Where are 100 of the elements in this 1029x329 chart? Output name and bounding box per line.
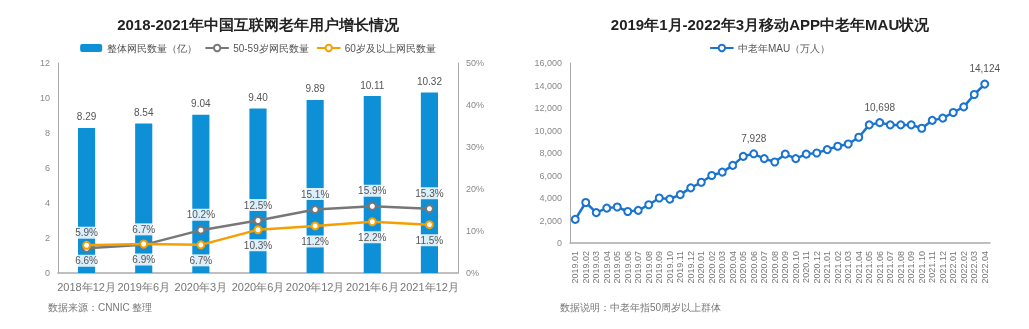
x-tick-label: 2019.09 bbox=[654, 251, 665, 284]
y-tick-label: 10 bbox=[39, 93, 50, 103]
data-label: 10.11 bbox=[360, 79, 385, 91]
chart-title: 2019年1月-2022年3月移动APP中老年MAU状况 bbox=[610, 16, 931, 33]
x-tick-label: 2020.02 bbox=[706, 251, 717, 284]
data-label: 10,698 bbox=[864, 101, 896, 113]
y2-tick-label: 10% bbox=[466, 226, 485, 236]
data-label: 10.3% bbox=[243, 239, 273, 251]
x-tick-label: 2019.04 bbox=[601, 251, 612, 284]
x-tick-label: 2021.04 bbox=[853, 251, 864, 284]
x-tick-label: 2021.01 bbox=[822, 251, 833, 284]
x-tick-label: 2021.05 bbox=[864, 251, 875, 284]
x-tick-label: 2021.08 bbox=[895, 251, 906, 284]
data-label: 11.2% bbox=[301, 235, 330, 247]
y-tick-label: 16,000 bbox=[534, 58, 562, 68]
y2-tick-label: 30% bbox=[466, 142, 485, 152]
data-label: 10.2% bbox=[186, 209, 216, 221]
y-tick-label: 10,000 bbox=[534, 125, 562, 136]
x-tick-label: 2020.04 bbox=[727, 251, 738, 284]
data-label: 7,928 bbox=[741, 132, 767, 144]
y-tick-label: 12,000 bbox=[534, 103, 562, 113]
chart-title: 2018-2021年中国互联网老年用户增长情况 bbox=[117, 16, 400, 33]
data-label: 9.40 bbox=[248, 92, 269, 103]
x-tick-label: 2019.12 bbox=[685, 251, 696, 284]
x-tick-label: 2021.06 bbox=[874, 251, 885, 284]
y-tick-label: 2 bbox=[44, 233, 50, 243]
source-note: 数据来源：CNNIC 整理 bbox=[48, 301, 153, 313]
x-tick-label: 2020.09 bbox=[780, 251, 791, 284]
data-label: 8.29 bbox=[76, 111, 97, 123]
x-tick-label: 2019.11 bbox=[675, 251, 686, 283]
data-label: 15.1% bbox=[300, 188, 330, 200]
x-tick-label: 2021.10 bbox=[916, 251, 927, 284]
x-tick-label: 2022.02 bbox=[958, 251, 969, 284]
data-label: 10.32 bbox=[416, 75, 443, 87]
x-tick-label: 2021.09 bbox=[906, 251, 917, 284]
x-tick-label: 2020年3月 bbox=[174, 280, 228, 293]
x-tick-label: 2020.03 bbox=[717, 251, 728, 284]
x-tick-label: 2019年6月 bbox=[117, 280, 171, 293]
data-label: 6.7% bbox=[189, 254, 213, 266]
x-tick-label: 2019.03 bbox=[591, 251, 602, 284]
x-tick-label: 2021.11 bbox=[927, 251, 938, 283]
x-tick-label: 2018年12月 bbox=[57, 280, 116, 293]
x-tick-label: 2021.03 bbox=[843, 251, 854, 284]
x-tick-label: 2019.07 bbox=[633, 251, 644, 284]
data-label: 5.9% bbox=[75, 227, 99, 239]
x-tick-label: 2020.06 bbox=[748, 251, 759, 284]
y2-tick-label: 40% bbox=[466, 100, 485, 110]
data-label: 6.6% bbox=[75, 255, 99, 267]
x-tick-label: 2020.01 bbox=[696, 251, 707, 284]
x-tick-label: 2021.02 bbox=[832, 251, 843, 284]
y-tick-label: 8,000 bbox=[539, 148, 562, 158]
data-label: 12.5% bbox=[243, 199, 273, 211]
x-tick-label: 2020.05 bbox=[738, 251, 749, 284]
data-label: 11.5% bbox=[415, 234, 444, 246]
y-tick-label: 0 bbox=[556, 238, 562, 248]
y2-tick-label: 50% bbox=[466, 58, 485, 68]
y-tick-label: 2,000 bbox=[539, 215, 562, 226]
y-tick-label: 0 bbox=[44, 268, 50, 278]
x-tick-label: 2019.08 bbox=[643, 251, 654, 284]
x-tick-label: 2019.02 bbox=[580, 251, 591, 284]
x-tick-label: 2021年12月 bbox=[400, 280, 459, 293]
data-label: 15.3% bbox=[415, 187, 444, 199]
legend-label: 中老年MAU（万人） bbox=[737, 42, 831, 54]
x-tick-label: 2020.07 bbox=[759, 251, 770, 284]
x-tick-label: 2019.06 bbox=[622, 251, 633, 284]
data-label: 14,124 bbox=[969, 63, 1001, 75]
data-label: 12.2% bbox=[358, 231, 387, 243]
data-label: 8.54 bbox=[133, 107, 154, 119]
data-label: 9.89 bbox=[305, 83, 326, 95]
x-tick-label: 2020.11 bbox=[801, 251, 812, 283]
x-tick-label: 2021.12 bbox=[937, 251, 948, 284]
text: 数据说明：中老年指50周岁以上群体 bbox=[560, 301, 722, 313]
x-tick-label: 2020.08 bbox=[769, 251, 780, 284]
data-label: 9.04 bbox=[191, 98, 212, 110]
data-label: 6.9% bbox=[132, 254, 156, 266]
y-tick-label: 12 bbox=[39, 58, 50, 68]
data-label: 15.9% bbox=[358, 185, 387, 197]
y-tick-label: 14,000 bbox=[534, 80, 562, 91]
legend-label: 整体网民数量（亿） bbox=[107, 42, 198, 54]
x-tick-label: 2022.03 bbox=[969, 251, 980, 284]
x-tick-label: 2019.05 bbox=[612, 251, 623, 284]
legend-label: 60岁及以上网民数量 bbox=[344, 42, 436, 54]
x-tick-label: 2021.07 bbox=[885, 251, 896, 284]
x-tick-label: 2020.10 bbox=[790, 251, 801, 284]
x-tick-label: 2020年6月 bbox=[231, 280, 285, 293]
y2-tick-label: 0% bbox=[466, 268, 480, 278]
x-tick-label: 2021年6月 bbox=[345, 280, 399, 293]
y-tick-label: 6,000 bbox=[539, 170, 562, 181]
x-tick-label: 2022.04 bbox=[979, 251, 990, 284]
legend-label: 50-59岁网民数量 bbox=[233, 42, 309, 54]
x-tick-label: 2022.01 bbox=[948, 251, 959, 284]
x-tick-label: 2020.12 bbox=[811, 251, 822, 284]
x-tick-label: 2020年12月 bbox=[285, 280, 345, 293]
y-tick-label: 8 bbox=[44, 128, 50, 138]
data-label: 6.7% bbox=[132, 223, 156, 235]
y-tick-label: 6 bbox=[44, 163, 50, 173]
y2-tick-label: 20% bbox=[466, 184, 485, 194]
y-tick-label: 4 bbox=[44, 198, 50, 208]
x-tick-label: 2019.01 bbox=[570, 251, 581, 284]
x-tick-label: 2019.10 bbox=[664, 251, 675, 284]
